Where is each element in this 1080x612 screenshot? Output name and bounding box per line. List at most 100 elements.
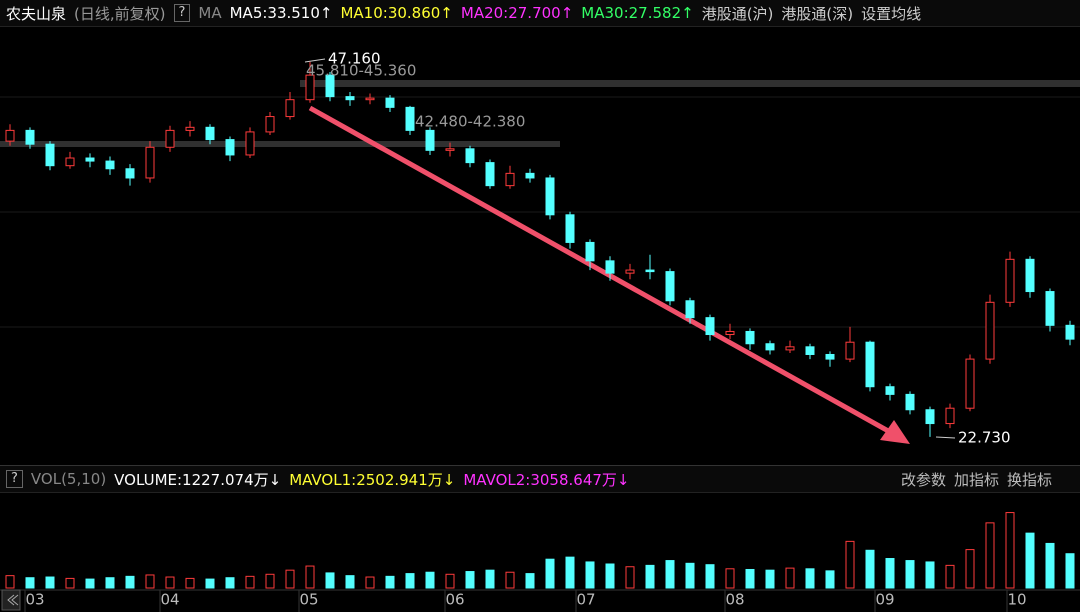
volume-bar <box>445 573 455 589</box>
button[interactable]: 换指标 <box>1006 470 1052 489</box>
volume-bar <box>1025 532 1035 589</box>
candle-body <box>5 129 15 142</box>
candle-body <box>165 129 175 148</box>
button[interactable]: 加指标 <box>953 470 999 489</box>
candle-body <box>65 157 75 167</box>
candle-body <box>1025 258 1035 293</box>
volume-bar <box>1065 553 1075 589</box>
candle-body <box>505 172 515 187</box>
x-tick-label: 03 <box>25 591 44 609</box>
volume-bar <box>325 572 335 589</box>
price-annotation: 42.480-42.380 <box>415 113 525 131</box>
candle-body <box>825 353 835 360</box>
price-annotation: 47.160 <box>328 50 381 68</box>
volume-bar <box>305 565 315 589</box>
volume-bar <box>105 577 115 589</box>
volume-bar <box>1005 512 1015 589</box>
ma30: MA30:27.582↑ <box>581 4 694 22</box>
trend-arrow <box>308 105 892 435</box>
candle-body <box>745 330 755 345</box>
volume-bar <box>865 549 875 589</box>
candle-body <box>405 106 415 131</box>
candle-body <box>185 126 195 131</box>
candle-body <box>1065 324 1075 340</box>
volume-bar <box>965 549 975 589</box>
volume-bar: ? VOL(5,10) VOLUME:1227.074万↓ MAVOL1:250… <box>0 465 1080 493</box>
volume-bar <box>705 564 715 589</box>
volume-bar <box>65 577 75 589</box>
volume-bar <box>285 569 295 589</box>
candle-body <box>685 300 695 319</box>
x-tick-label: 06 <box>445 591 464 609</box>
volume-bar <box>785 567 795 589</box>
volume-bar <box>765 569 775 589</box>
volume-bar <box>125 575 135 589</box>
link[interactable]: 港股通(沪) <box>701 4 774 23</box>
candle-body <box>1045 291 1055 326</box>
ma10: MA10:30.860↑ <box>340 4 453 22</box>
volume-bar <box>165 576 175 589</box>
settings[interactable]: 设置均线 <box>861 4 922 23</box>
volume-bar <box>225 577 235 589</box>
button[interactable]: 改参数 <box>900 470 946 489</box>
ma-label: MA <box>198 4 222 22</box>
candle-body <box>425 129 435 151</box>
candle-body <box>725 330 735 336</box>
x-tick-label: 10 <box>1007 591 1026 609</box>
help-button[interactable]: ? <box>6 470 23 488</box>
resistance-band <box>300 80 1080 87</box>
x-tick-label: 09 <box>875 591 894 609</box>
volume-bar <box>625 566 635 589</box>
candle-body <box>285 99 295 118</box>
volume-bar <box>205 578 215 589</box>
mavol2: MAVOL2:3058.647万↓ <box>463 470 630 489</box>
candle-body <box>25 129 35 145</box>
mode: (日线,前复权) <box>74 4 166 23</box>
candle-body <box>485 162 495 187</box>
volume-bar <box>845 540 855 589</box>
leader <box>935 436 956 439</box>
stock-name: 农夫山泉 <box>6 4 67 23</box>
volume-bar <box>725 568 735 589</box>
volume-bar <box>385 575 395 589</box>
candle-body <box>225 139 235 156</box>
scroll-button[interactable] <box>1 589 21 611</box>
volume-bar <box>45 576 55 589</box>
candle-body <box>945 407 955 425</box>
volume-bar <box>465 571 475 589</box>
candle-body <box>325 74 335 98</box>
volume-bar <box>805 568 815 589</box>
link[interactable]: 港股通(深) <box>781 4 854 23</box>
volume-bar <box>605 563 615 589</box>
volume-bar <box>145 574 155 589</box>
candle-body <box>865 341 875 388</box>
price-annotation: 45.810-45.360 <box>306 62 416 80</box>
candle-body <box>205 126 215 141</box>
candle-body <box>85 157 95 162</box>
candle-body <box>845 341 855 360</box>
volume-bar <box>5 575 15 589</box>
volume-bar <box>245 575 255 589</box>
volume-bar <box>505 571 515 589</box>
volume-bar <box>905 560 915 589</box>
candle-body <box>365 97 375 101</box>
candle-body <box>465 148 475 164</box>
candle-body <box>805 346 815 355</box>
volume-bar <box>945 564 955 589</box>
volume-bar <box>925 561 935 589</box>
candle-body <box>525 172 535 179</box>
volume-bar <box>345 575 355 589</box>
help-button[interactable]: ? <box>173 4 191 22</box>
candle-body <box>45 143 55 167</box>
candle-body <box>705 317 715 336</box>
volume-bar <box>565 556 575 589</box>
volume-bar <box>645 564 655 589</box>
volume-bar <box>265 573 275 589</box>
volume-bar <box>85 578 95 589</box>
candle-body <box>925 409 935 425</box>
price-panel <box>0 27 1080 465</box>
candle-body <box>565 214 575 243</box>
header-bar: 农夫山泉 (日线,前复权) ? MA MA5:33.510↑ MA10:30.8… <box>0 0 1080 27</box>
